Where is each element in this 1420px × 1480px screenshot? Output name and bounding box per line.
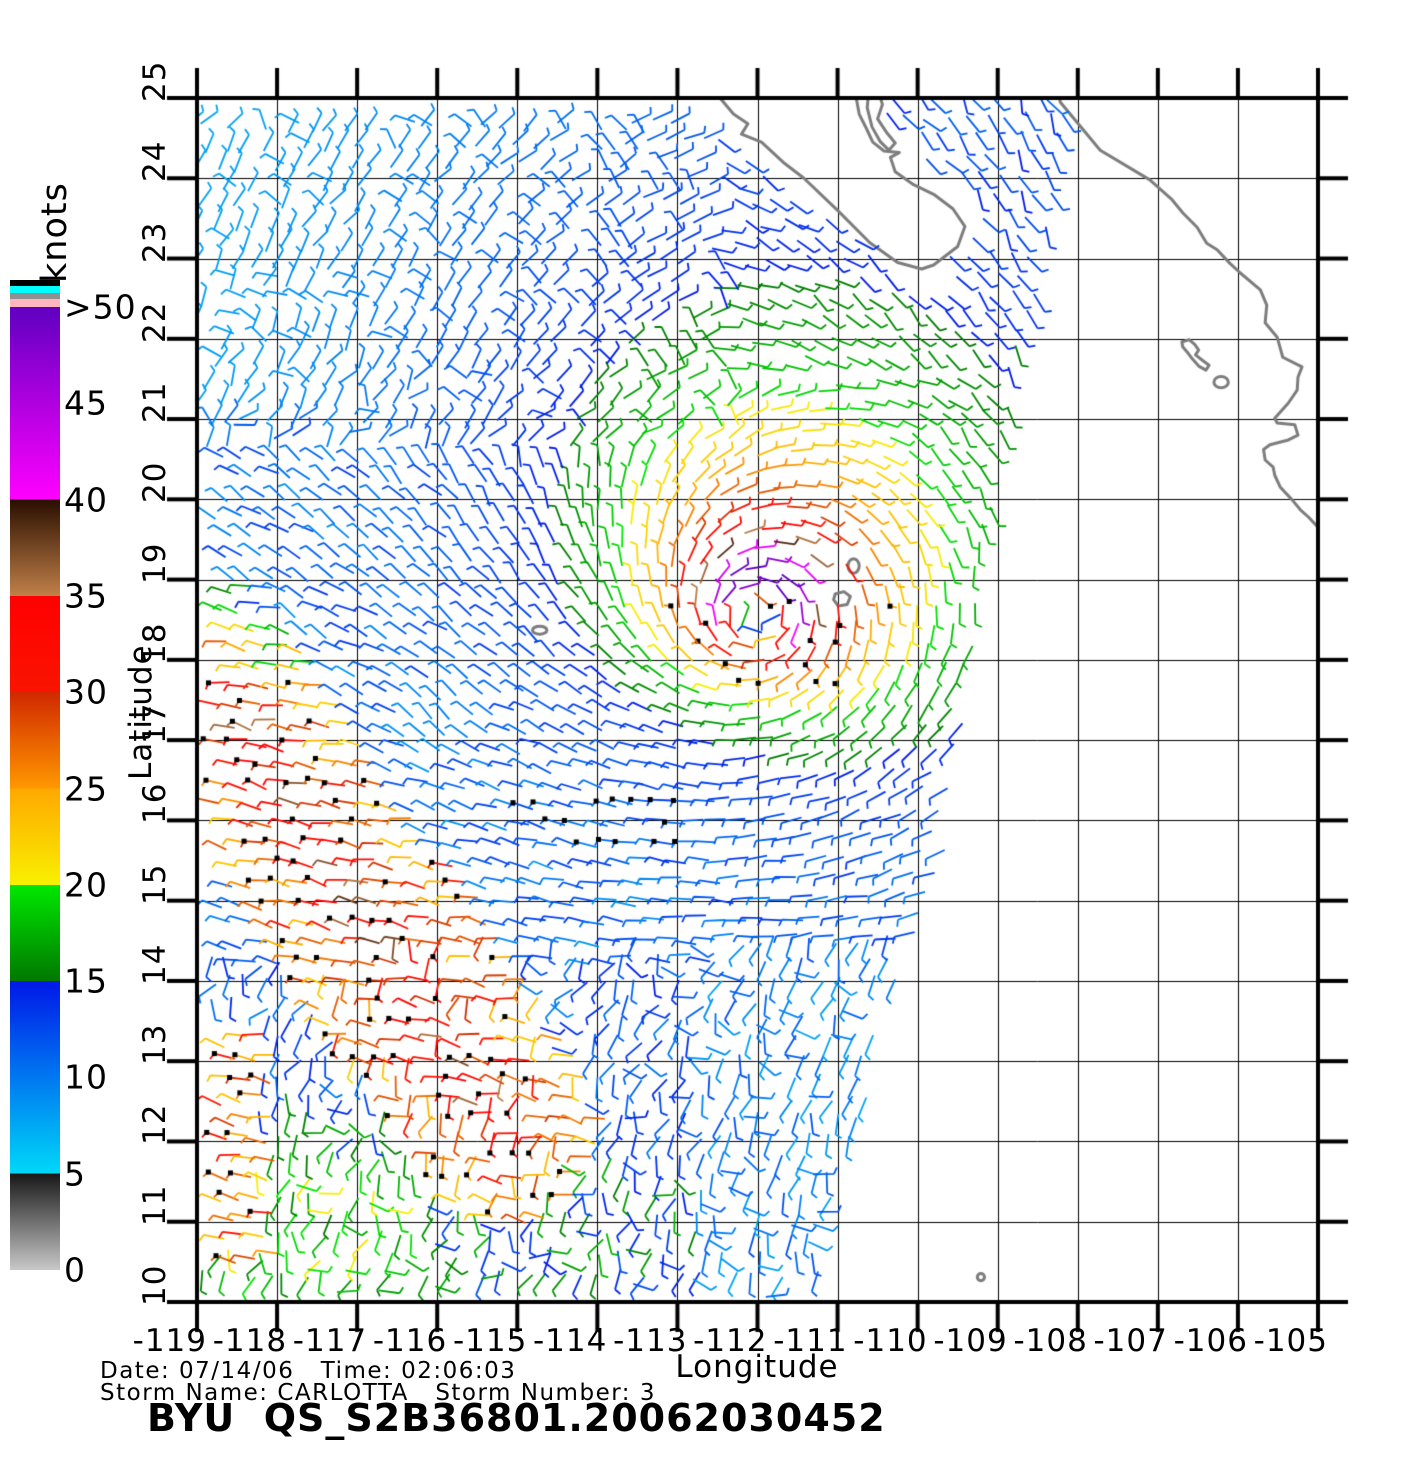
colorbar-tick-label: >50 [64, 287, 137, 327]
x-axis-title: Longitude [675, 1349, 839, 1385]
colorbar-tick-label: 10 [64, 1057, 108, 1097]
date-time-line: Date: 07/14/06 Time: 02:06:03 [100, 1358, 517, 1384]
y-tick-label: 19 [137, 542, 173, 584]
colorbar-band [10, 286, 60, 293]
x-tick-label: -110 [853, 1323, 928, 1359]
x-tick-label: -105 [1253, 1323, 1328, 1359]
y-tick-label: 10 [137, 1264, 173, 1306]
x-tick-label: -118 [212, 1323, 288, 1359]
colorbar-band [10, 293, 60, 299]
colorbar-band [10, 299, 60, 307]
y-tick-label: 20 [137, 461, 173, 504]
colorbar-tick-label: 40 [64, 480, 108, 520]
x-tick-label: -106 [1173, 1323, 1248, 1359]
x-tick-label: -115 [452, 1323, 528, 1359]
x-tick-label: -109 [933, 1323, 1008, 1359]
x-tick-label: -114 [533, 1323, 608, 1359]
y-tick-label: 21 [137, 381, 173, 424]
y-tick-label: 25 [137, 60, 173, 102]
colorbar-tick-label: 15 [64, 961, 108, 1001]
product-id-line: BYU QS_S2B36801.20062030452 [147, 1396, 886, 1440]
colorbar-tick-label: 5 [64, 1154, 86, 1194]
colorbar-tick-label: 30 [64, 672, 108, 712]
x-tick-label: -113 [613, 1323, 688, 1359]
y-tick-label: 23 [137, 221, 173, 263]
x-tick-label: -112 [693, 1323, 768, 1359]
x-tick-label: -111 [773, 1323, 848, 1359]
colorbar-tick-label: 35 [64, 576, 108, 616]
y-tick-label: 15 [137, 863, 173, 905]
y-tick-label: 16 [137, 782, 173, 825]
colorbar-band [10, 280, 60, 286]
y-tick-label: 13 [137, 1023, 173, 1066]
colorbar-tick-label: 0 [64, 1250, 86, 1290]
colorbar-tick-label: 45 [64, 383, 108, 423]
x-tick-label: -119 [132, 1323, 207, 1359]
y-tick-label: 24 [137, 140, 173, 183]
x-tick-label: -108 [1013, 1323, 1088, 1359]
colorbar-tick-label: 20 [64, 865, 108, 905]
y-axis-title: Latitude [123, 644, 159, 780]
x-tick-label: -107 [1093, 1323, 1168, 1359]
y-tick-label: 22 [137, 301, 173, 343]
colorbar-over-range-bands [10, 280, 60, 307]
x-tick-label: -117 [292, 1323, 368, 1359]
y-tick-label: 14 [137, 943, 173, 985]
colorbar-title: knots [35, 182, 75, 283]
y-tick-label: 12 [137, 1104, 173, 1146]
x-tick-label: -116 [372, 1323, 448, 1359]
y-tick-label: 11 [137, 1184, 173, 1226]
storm-info-line: Storm Name: CARLOTTA Storm Number: 3 [100, 1380, 656, 1406]
colorbar-tick-label: 25 [64, 769, 108, 808]
colorbar-gradient [10, 307, 60, 1270]
